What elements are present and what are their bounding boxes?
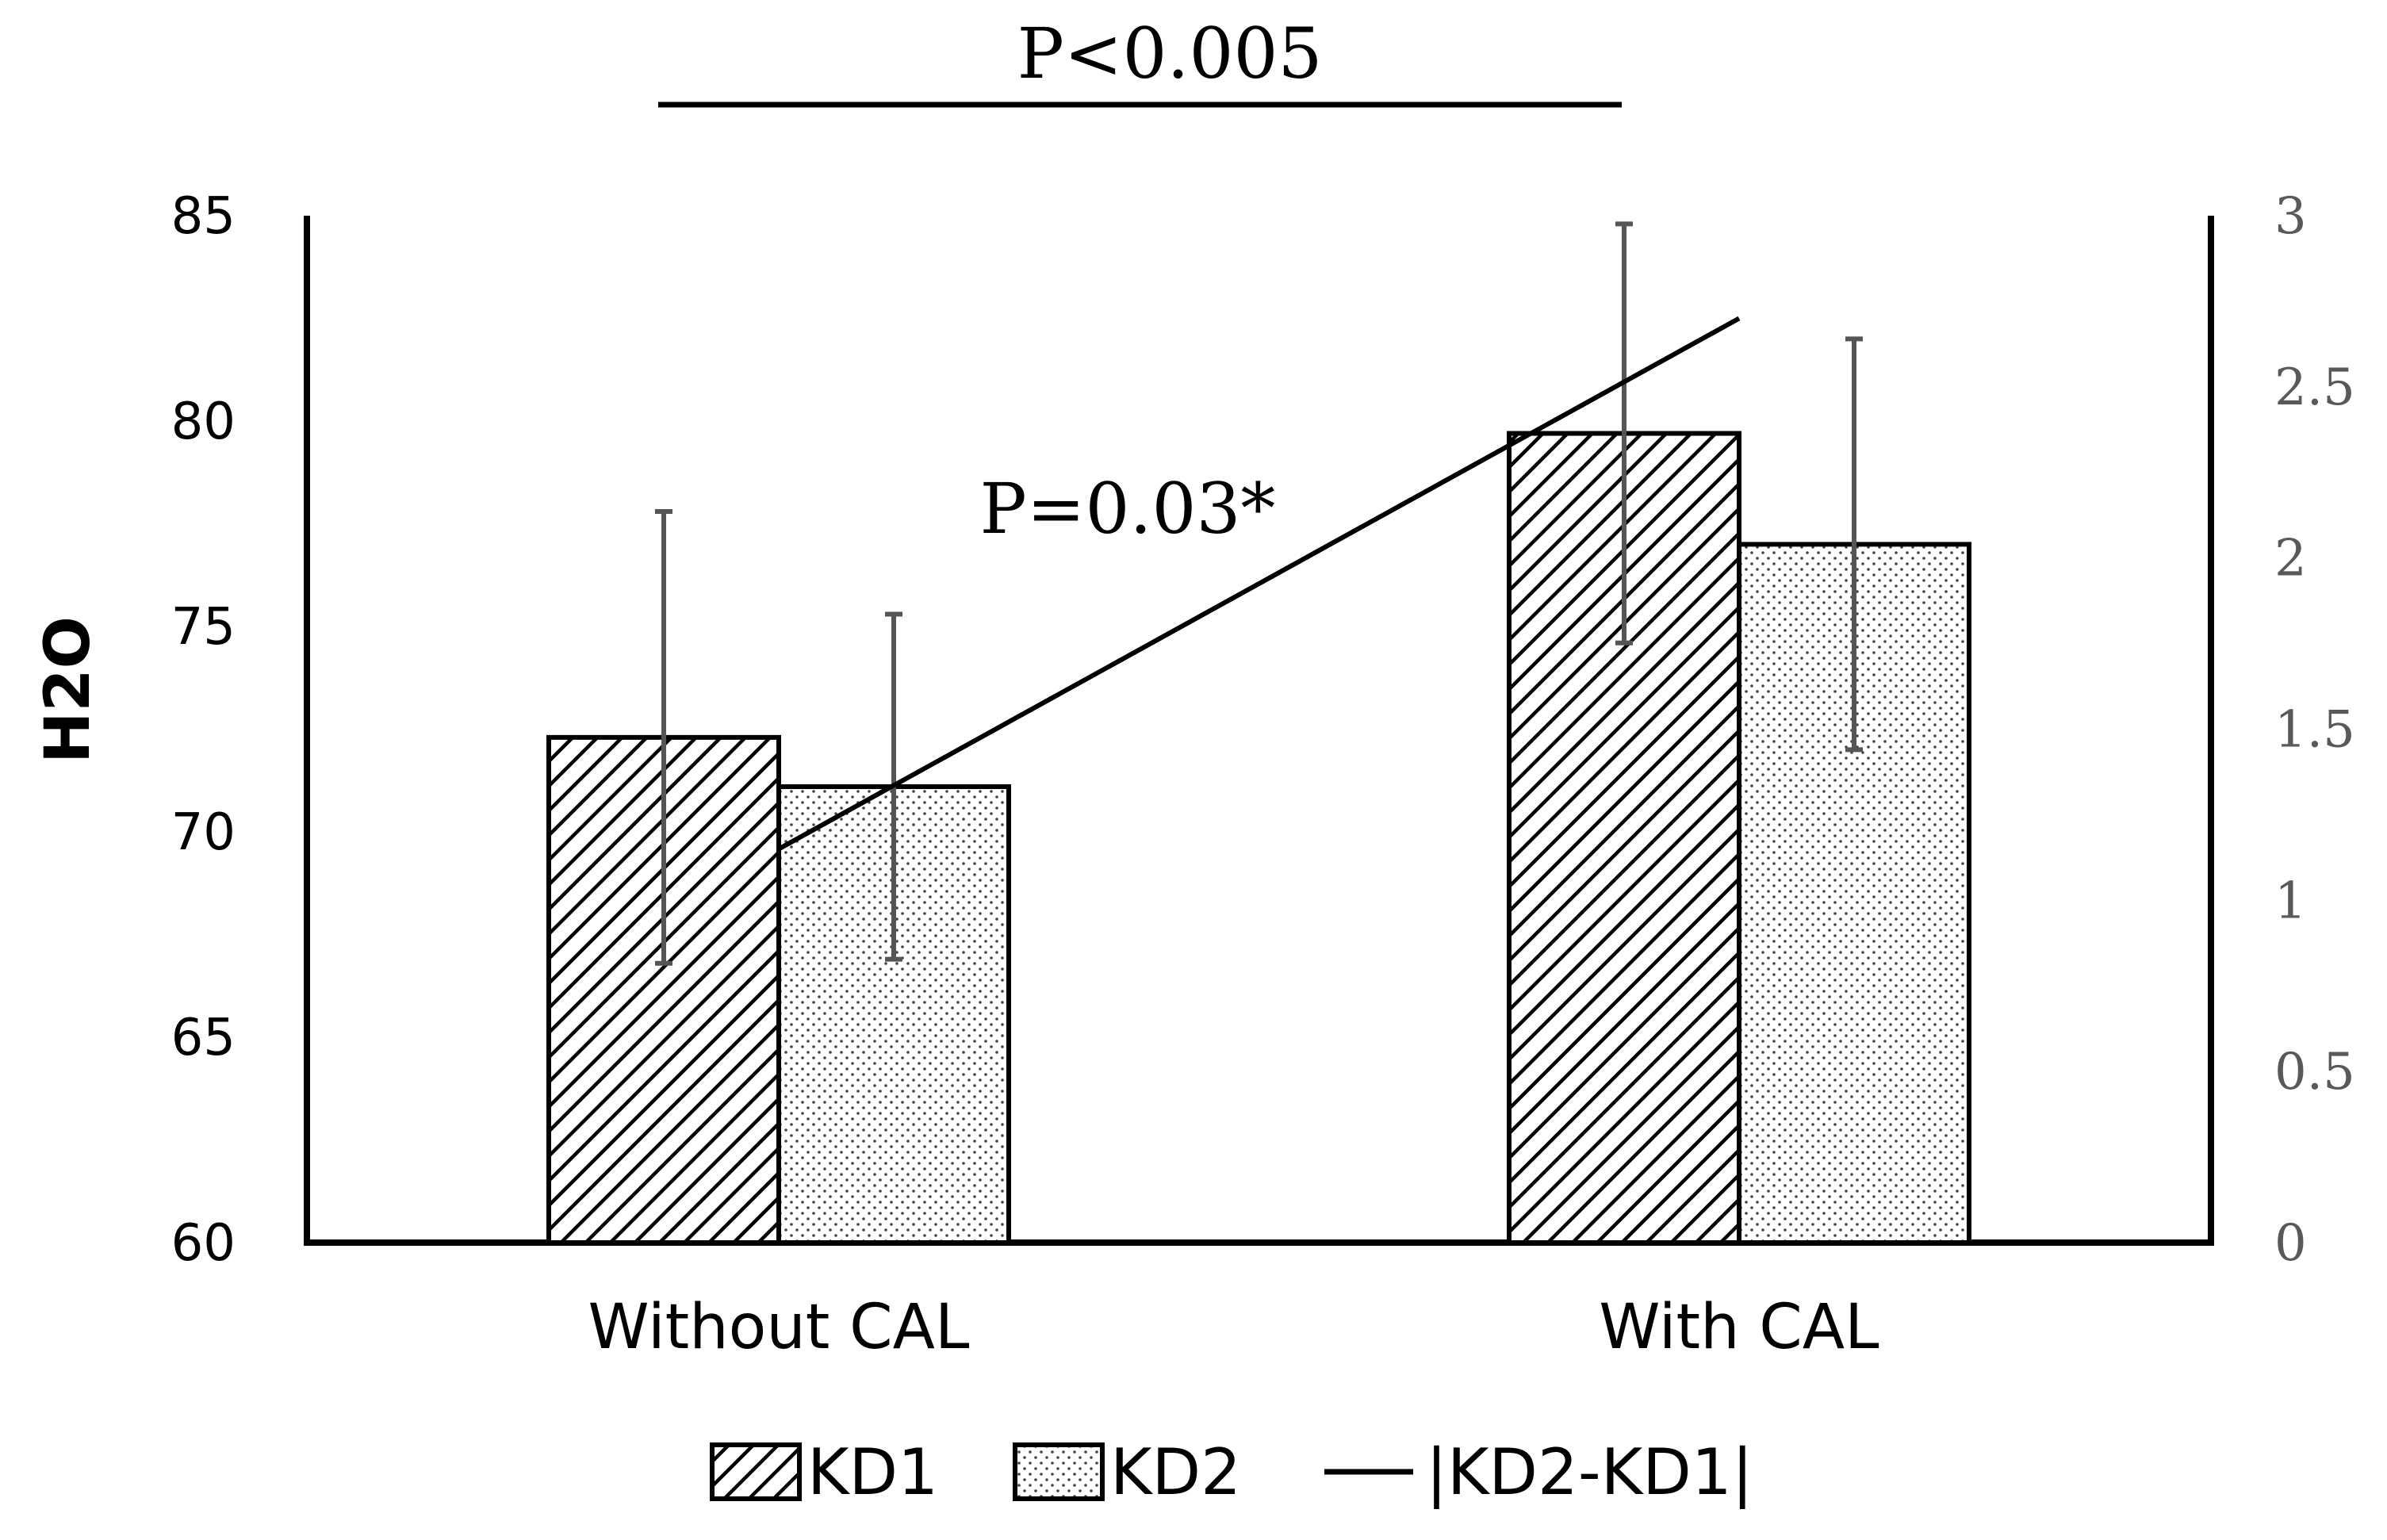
legend-label-kd2: KD2 [1110, 1435, 1241, 1509]
left-tick-labels: 60 65 70 75 80 85 [171, 187, 236, 1273]
difference-line-group [777, 316, 1741, 852]
legend-swatch-kd2 [1013, 1442, 1105, 1501]
category-labels: Without CAL With CAL [588, 1292, 1880, 1363]
left-tick-label: 75 [171, 598, 236, 657]
difference-line [777, 316, 1741, 852]
right-tick-label: 2.5 [2274, 358, 2355, 417]
top-significance-label: P<0.005 [1017, 13, 1323, 94]
right-tick-label: 1 [2274, 872, 2307, 930]
category-label: With CAL [1599, 1292, 1879, 1363]
right-tick-label: 0 [2274, 1214, 2307, 1273]
bars [546, 431, 1971, 1245]
left-tick-label: 80 [171, 393, 236, 451]
error-bars [655, 221, 1863, 966]
line-significance-label: P=0.03* [980, 468, 1276, 550]
y-axis-title: H2O [33, 616, 104, 764]
right-tick-label: 2 [2274, 530, 2307, 588]
legend: KD1 KD2 |KD2-KD1| [710, 1435, 1753, 1510]
left-tick-label: 70 [171, 803, 236, 862]
legend-swatch-kd1 [710, 1442, 802, 1501]
left-tick-label: 85 [171, 187, 236, 246]
left-tick-label: 60 [171, 1214, 236, 1273]
legend-label-kd1: KD1 [807, 1435, 938, 1509]
legend-label-diff: |KD2-KD1| [1426, 1435, 1753, 1510]
category-label: Without CAL [588, 1292, 970, 1363]
right-tick-labels: 0 0.5 1 1.5 2 2.5 3 [2274, 187, 2355, 1273]
right-tick-label: 3 [2274, 187, 2307, 246]
right-tick-label: 0.5 [2274, 1043, 2355, 1101]
right-tick-label: 1.5 [2274, 701, 2355, 760]
left-tick-label: 65 [171, 1009, 236, 1067]
